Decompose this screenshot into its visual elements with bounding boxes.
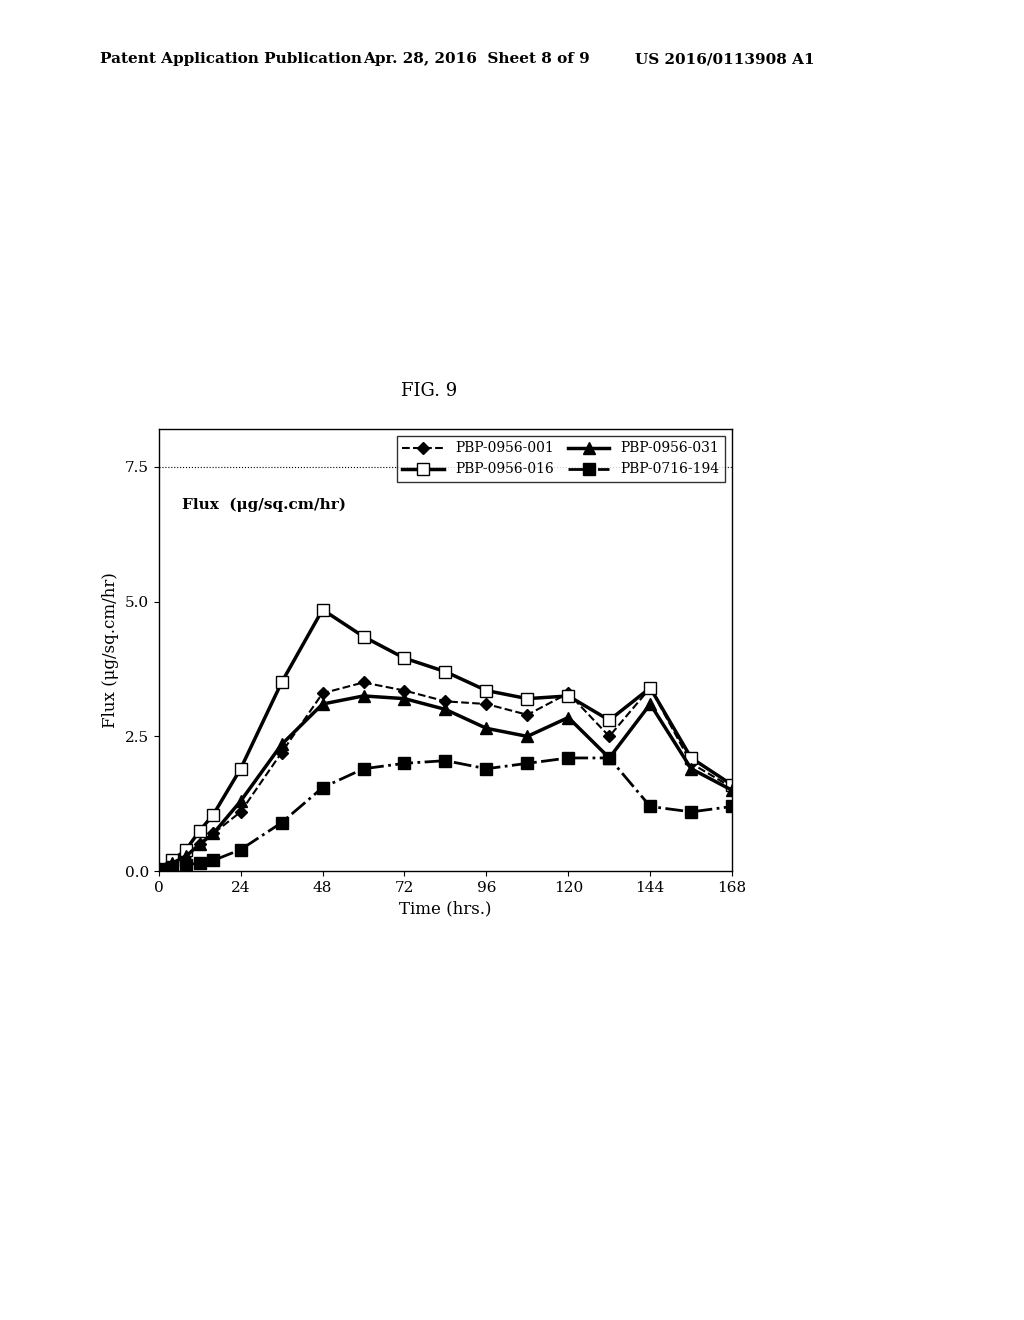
PBP-0716-194	[275, 814, 288, 830]
PBP-0956-031	[726, 783, 738, 799]
PBP-0716-194	[726, 799, 738, 814]
Legend: PBP-0956-001, PBP-0956-016, PBP-0956-031, PBP-0716-194: PBP-0956-001, PBP-0956-016, PBP-0956-031…	[396, 436, 725, 482]
Line: PBP-0956-001: PBP-0956-001	[155, 678, 736, 873]
PBP-0956-001	[562, 685, 574, 701]
Text: US 2016/0113908 A1: US 2016/0113908 A1	[635, 53, 814, 66]
Y-axis label: Flux (μg/sq.cm/hr): Flux (μg/sq.cm/hr)	[102, 572, 119, 729]
PBP-0956-001	[480, 696, 493, 711]
PBP-0956-001	[357, 675, 370, 690]
PBP-0716-194	[398, 755, 411, 771]
PBP-0956-001	[398, 682, 411, 698]
PBP-0956-031	[207, 825, 219, 841]
Line: PBP-0716-194: PBP-0716-194	[154, 752, 737, 875]
PBP-0956-016	[439, 664, 452, 680]
Text: Apr. 28, 2016  Sheet 8 of 9: Apr. 28, 2016 Sheet 8 of 9	[364, 53, 590, 66]
Text: Patent Application Publication: Patent Application Publication	[100, 53, 362, 66]
PBP-0956-016	[180, 842, 193, 858]
PBP-0956-016	[562, 688, 574, 704]
PBP-0716-194	[180, 857, 193, 873]
PBP-0956-031	[685, 760, 697, 776]
PBP-0956-001	[275, 744, 288, 760]
PBP-0956-031	[398, 690, 411, 706]
PBP-0956-031	[275, 737, 288, 752]
PBP-0716-194	[685, 804, 697, 820]
PBP-0716-194	[357, 760, 370, 776]
PBP-0956-031	[480, 721, 493, 737]
PBP-0956-031	[153, 861, 165, 876]
PBP-0956-031	[316, 696, 329, 711]
PBP-0956-001	[166, 854, 178, 870]
PBP-0716-194	[166, 859, 178, 875]
PBP-0956-016	[644, 680, 656, 696]
PBP-0956-001	[207, 825, 219, 841]
PBP-0956-016	[480, 682, 493, 698]
PBP-0956-016	[207, 807, 219, 822]
Text: FIG. 9: FIG. 9	[401, 381, 458, 400]
PBP-0956-016	[521, 690, 534, 706]
PBP-0956-001	[194, 837, 206, 853]
PBP-0956-016	[685, 750, 697, 766]
PBP-0956-001	[644, 680, 656, 696]
PBP-0956-016	[398, 651, 411, 667]
PBP-0956-031	[603, 750, 615, 766]
PBP-0716-194	[480, 760, 493, 776]
PBP-0716-194	[207, 853, 219, 869]
PBP-0956-016	[153, 861, 165, 876]
PBP-0956-016	[166, 853, 178, 869]
PBP-0956-031	[180, 849, 193, 865]
X-axis label: Time (hrs.): Time (hrs.)	[399, 900, 492, 917]
PBP-0956-001	[685, 755, 697, 771]
Line: PBP-0956-016: PBP-0956-016	[154, 605, 737, 874]
PBP-0956-016	[603, 713, 615, 729]
PBP-0716-194	[562, 750, 574, 766]
PBP-0956-001	[180, 847, 193, 863]
PBP-0716-194	[439, 752, 452, 768]
PBP-0956-016	[316, 602, 329, 618]
PBP-0956-031	[521, 729, 534, 744]
PBP-0956-001	[726, 780, 738, 796]
PBP-0956-031	[644, 696, 656, 711]
PBP-0716-194	[153, 862, 165, 878]
PBP-0716-194	[603, 750, 615, 766]
PBP-0716-194	[521, 755, 534, 771]
PBP-0956-001	[603, 729, 615, 744]
PBP-0956-016	[234, 760, 247, 776]
PBP-0956-031	[357, 688, 370, 704]
PBP-0956-031	[562, 710, 574, 726]
PBP-0956-001	[153, 861, 165, 876]
PBP-0956-001	[316, 685, 329, 701]
PBP-0956-016	[275, 675, 288, 690]
PBP-0956-031	[234, 793, 247, 809]
PBP-0956-016	[194, 822, 206, 838]
PBP-0956-001	[521, 708, 534, 723]
PBP-0956-031	[439, 701, 452, 717]
Text: Flux  (μg/sq.cm/hr): Flux (μg/sq.cm/hr)	[181, 498, 346, 512]
PBP-0956-016	[726, 777, 738, 793]
PBP-0716-194	[194, 855, 206, 871]
PBP-0956-016	[357, 628, 370, 644]
PBP-0716-194	[234, 842, 247, 858]
PBP-0716-194	[316, 780, 329, 796]
Line: PBP-0956-031: PBP-0956-031	[154, 690, 737, 874]
PBP-0956-031	[194, 837, 206, 853]
PBP-0956-001	[439, 693, 452, 709]
PBP-0956-031	[166, 855, 178, 871]
PBP-0956-001	[234, 804, 247, 820]
PBP-0716-194	[644, 799, 656, 814]
